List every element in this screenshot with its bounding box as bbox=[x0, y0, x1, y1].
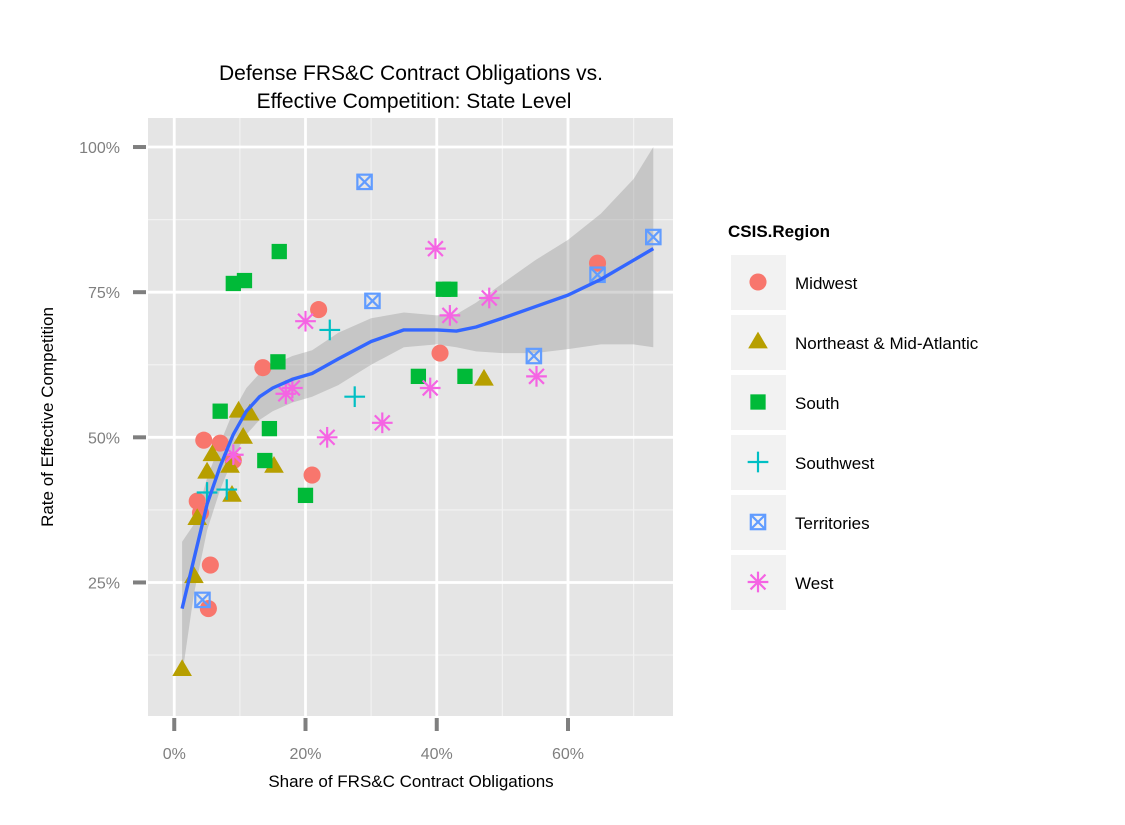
x-tick-label: 20% bbox=[289, 746, 321, 763]
y-tick-label: 100% bbox=[79, 140, 120, 157]
marker-circle bbox=[254, 359, 272, 377]
x-tick-label: 0% bbox=[163, 746, 186, 763]
y-tick-label: 75% bbox=[88, 285, 120, 302]
marker-circle bbox=[749, 273, 767, 291]
marker-asterisk bbox=[295, 310, 316, 332]
marker-square bbox=[442, 281, 458, 297]
marker-circle bbox=[211, 434, 229, 452]
marker-square bbox=[297, 487, 314, 504]
legend-label: Midwest bbox=[795, 274, 858, 293]
marker-circle bbox=[195, 431, 213, 449]
marker-square bbox=[212, 403, 228, 419]
data-points bbox=[172, 173, 662, 676]
marker-asterisk bbox=[439, 305, 461, 326]
chart-title-line-1: Defense FRS&C Contract Obligations vs. bbox=[219, 62, 603, 85]
marker-triangle bbox=[748, 331, 768, 349]
marker-circle bbox=[199, 600, 217, 618]
legend-label: Territories bbox=[795, 514, 870, 533]
confidence-band bbox=[182, 147, 654, 676]
marker-circle bbox=[431, 344, 449, 362]
y-tick-label: 25% bbox=[88, 575, 120, 592]
marker-plus bbox=[747, 451, 769, 473]
legend-title: CSIS.Region bbox=[728, 222, 830, 241]
smooth-line-path bbox=[180, 247, 655, 609]
axis-ticks: 0% 20% 40% 60% 25% 50% 75% 100% bbox=[79, 140, 584, 763]
marker-triangle bbox=[233, 426, 253, 444]
marker-circle bbox=[303, 466, 321, 484]
smooth-line bbox=[180, 247, 655, 609]
legend-item: Midwest bbox=[731, 255, 858, 310]
marker-asterisk bbox=[478, 287, 500, 309]
marker-square bbox=[261, 420, 278, 437]
marker-triangle bbox=[264, 455, 284, 473]
legend-item: Northeast & Mid-Atlantic bbox=[731, 315, 979, 370]
marker-asterisk bbox=[425, 238, 446, 259]
marker-square-x bbox=[749, 513, 767, 531]
legend-label: South bbox=[795, 394, 839, 413]
marker-triangle bbox=[220, 455, 240, 473]
marker-triangle bbox=[474, 368, 494, 386]
legend-label: Southwest bbox=[795, 454, 875, 473]
y-tick-label: 50% bbox=[88, 430, 120, 447]
marker-triangle bbox=[172, 659, 192, 676]
confidence-band-area bbox=[182, 147, 654, 676]
series-west bbox=[222, 238, 547, 466]
series-south bbox=[212, 243, 473, 504]
marker-square-x bbox=[645, 228, 662, 246]
legend-item: West bbox=[731, 555, 834, 610]
marker-triangle bbox=[197, 461, 217, 479]
legend: Midwest Northeast & Mid-Atlantic South Sout… bbox=[731, 255, 979, 610]
marker-plus bbox=[216, 479, 238, 500]
chart-title-line-2: Effective Competition: State Level bbox=[257, 90, 572, 113]
x-axis-title: Share of FRS&C Contract Obligations bbox=[268, 772, 553, 791]
marker-square bbox=[257, 452, 273, 469]
marker-square-x bbox=[525, 347, 543, 365]
marker-square-x bbox=[194, 591, 211, 609]
marker-square bbox=[236, 272, 253, 289]
x-tick-label: 60% bbox=[552, 746, 584, 763]
marker-asterisk bbox=[747, 571, 769, 593]
marker-asterisk bbox=[419, 377, 441, 399]
y-axis-title: Rate of Effective Competition bbox=[38, 307, 57, 527]
marker-square bbox=[410, 368, 427, 385]
legend-item: Southwest bbox=[731, 435, 875, 490]
marker-square bbox=[270, 354, 286, 370]
marker-square-x bbox=[356, 173, 373, 191]
legend-label: Northeast & Mid-Atlantic bbox=[795, 334, 979, 353]
marker-square bbox=[457, 368, 473, 385]
legend-item: South bbox=[731, 375, 839, 430]
marker-square bbox=[750, 394, 766, 410]
marker-asterisk bbox=[316, 426, 338, 448]
marker-asterisk bbox=[526, 366, 547, 387]
marker-asterisk bbox=[371, 412, 393, 434]
marker-triangle bbox=[202, 444, 223, 462]
marker-plus bbox=[344, 386, 366, 408]
x-tick-label: 40% bbox=[421, 746, 453, 763]
marker-square bbox=[271, 243, 287, 260]
legend-label: West bbox=[795, 574, 834, 593]
marker-plus bbox=[319, 319, 341, 341]
grid-lines bbox=[148, 118, 673, 716]
marker-square-x bbox=[364, 292, 381, 310]
legend-item: Territories bbox=[731, 495, 870, 550]
marker-circle bbox=[310, 301, 328, 319]
marker-circle bbox=[201, 556, 219, 574]
